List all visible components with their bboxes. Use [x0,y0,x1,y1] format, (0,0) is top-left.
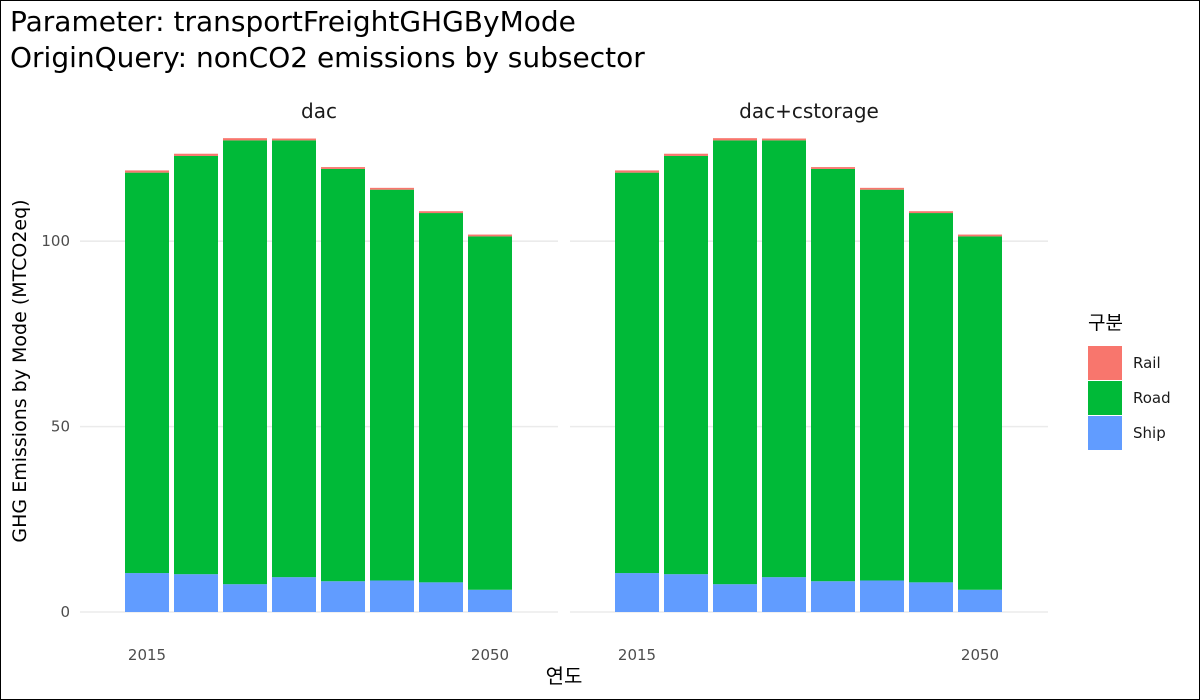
bar-rail-2025 [713,138,757,141]
legend-label-road: Road [1133,388,1171,407]
bar-rail-2035 [321,167,365,169]
bar-ship-2035 [811,581,855,612]
bar-road-2015 [615,172,659,574]
bar-road-2025 [223,140,267,585]
bar-ship-2050 [958,589,1002,612]
bar-road-2035 [811,168,855,582]
bar-ship-2030 [762,577,806,612]
bar-road-2040 [370,189,414,581]
bar-ship-2025 [713,584,757,612]
bar-rail-2045 [909,211,953,214]
bar-road-2050 [468,236,512,590]
y-tick-label-50: 50 [51,418,70,436]
bar-road-2040 [860,189,904,581]
y-tick-label-0: 0 [60,603,70,621]
y-axis-label: GHG Emissions by Mode (MTCO2eq) [9,199,31,542]
bar-rail-2030 [762,138,806,141]
bar-road-2025 [713,140,757,585]
bar-ship-2025 [223,584,267,612]
bar-rail-2050 [958,234,1002,237]
bar-road-2050 [958,236,1002,590]
legend-item-rail: Rail [1088,345,1171,380]
x-axis-label: 연도 [546,664,583,688]
bar-ship-2020 [664,574,708,612]
legend-swatch-ship [1088,415,1122,450]
bar-rail-2040 [370,187,414,190]
bar-rail-2030 [272,138,316,141]
legend-swatch-road [1088,380,1122,415]
facet-label: dac+cstorage [739,99,879,123]
legend-label-ship: Ship [1133,423,1166,442]
title-line-2: OriginQuery: nonCO2 emissions by subsect… [10,41,645,74]
bar-road-2045 [419,213,463,583]
bar-rail-2045 [419,211,463,214]
bar-road-2020 [174,155,218,575]
bar-rail-2015 [125,170,169,173]
bar-rail-2020 [664,153,708,156]
legend: 구분 Rail Road Ship [1088,308,1171,450]
bar-ship-2040 [860,580,904,612]
bar-ship-2040 [370,580,414,612]
facet-panel-2: dac+cstorage 2015 2050 [570,99,1048,664]
bar-rail-2020 [174,153,218,156]
bar-ship-2050 [468,589,512,612]
bar-ship-2045 [909,582,953,612]
bar-road-2020 [664,155,708,575]
x-tick-label-2050: 2050 [471,646,509,664]
bar-ship-2020 [174,574,218,612]
y-tick-label-100: 100 [41,232,70,250]
bar-road-2030 [272,140,316,578]
legend-label-rail: Rail [1133,353,1161,372]
bar-ship-2015 [125,573,169,612]
bar-road-2045 [909,213,953,583]
bar-rail-2015 [615,170,659,173]
x-tick-label-2015: 2015 [128,646,166,664]
bar-road-2030 [762,140,806,578]
legend-item-road: Road [1088,380,1171,415]
bar-rail-2040 [860,187,904,190]
bar-ship-2045 [419,582,463,612]
bar-ship-2030 [272,577,316,612]
bar-road-2015 [125,172,169,574]
bar-rail-2025 [223,138,267,141]
x-tick-label-2015: 2015 [618,646,656,664]
legend-swatch-rail [1088,345,1122,380]
legend-item-ship: Ship [1088,415,1171,450]
facet-panel-1: dac 2015 2050 [80,99,558,664]
x-tick-label-2050: 2050 [961,646,999,664]
title-line-1: Parameter: transportFreightGHGByMode [10,5,576,38]
facet-label: dac [301,99,337,123]
chart-title: Parameter: transportFreightGHGByMode Ori… [10,4,645,76]
bar-ship-2015 [615,573,659,612]
bar-rail-2050 [468,234,512,237]
bar-road-2035 [321,168,365,582]
legend-title: 구분 [1088,312,1123,334]
bar-rail-2035 [811,167,855,169]
bar-ship-2035 [321,581,365,612]
